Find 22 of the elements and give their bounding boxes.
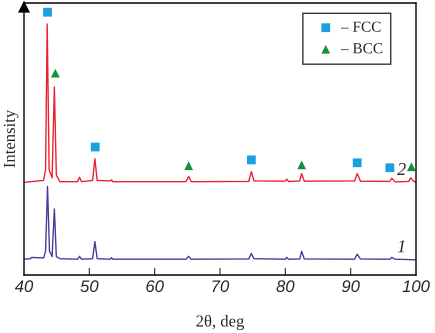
point bbox=[246, 156, 256, 164]
series-label: 2 bbox=[397, 163, 406, 176]
point bbox=[90, 142, 100, 152]
y-axis-title: Intensity bbox=[4, 110, 18, 168]
x-tick-label: 80 bbox=[276, 280, 294, 292]
point bbox=[297, 160, 306, 170]
legend-label: – FCC bbox=[340, 22, 381, 32]
legend-label: – BCC bbox=[340, 43, 382, 54]
x-tick-label: 50 bbox=[80, 280, 98, 292]
point bbox=[352, 158, 362, 168]
x-tick-label: 100 bbox=[402, 280, 430, 292]
point bbox=[43, 8, 52, 17]
point bbox=[385, 163, 394, 172]
x-tick-label: 70 bbox=[212, 280, 230, 292]
x-axis-title: 2θ, deg bbox=[196, 314, 244, 330]
series-label: 1 bbox=[398, 240, 404, 252]
point bbox=[50, 68, 60, 78]
point bbox=[407, 162, 416, 172]
x-tick-label: 60 bbox=[146, 280, 164, 292]
point bbox=[184, 161, 194, 170]
x-tick-label: 90 bbox=[342, 280, 360, 292]
x-tick-label: 40 bbox=[14, 280, 34, 292]
